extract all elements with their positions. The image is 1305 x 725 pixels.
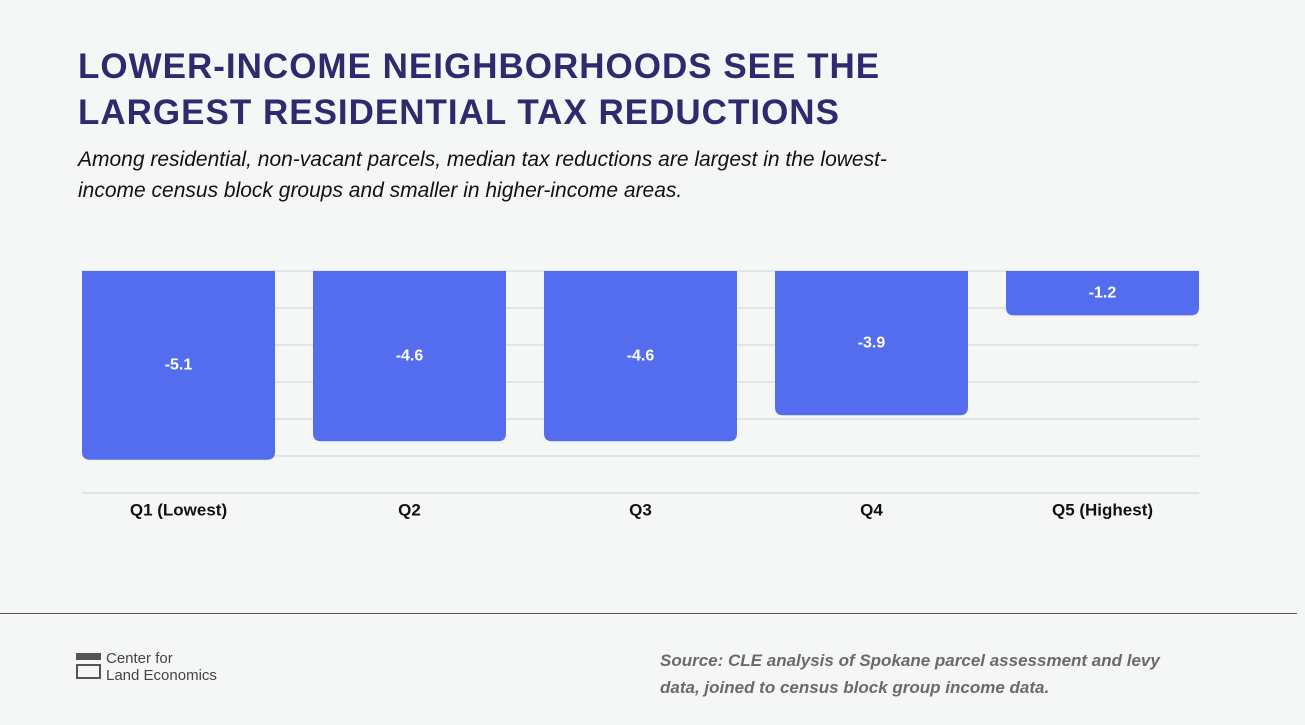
logo-line: Center for (106, 650, 173, 667)
source: Source: CLE analysis of Spokane parcel a… (660, 651, 1160, 697)
value-label: -1.2 (1089, 284, 1117, 301)
chart: Q1 (Lowest) -5.1 Q2 -4.6 Q3 -4.6 Q4 -3.9 Q5 (Hig… (82, 270, 1199, 519)
x-tick-label: Q3 (629, 500, 652, 519)
value-label: -4.6 (627, 347, 655, 364)
value-label: -4.6 (396, 347, 424, 364)
bar (775, 271, 968, 416)
bar (82, 271, 275, 460)
value-label: -5.1 (165, 357, 193, 374)
logo-text: Center for Land Economics (106, 650, 217, 684)
bar (313, 271, 506, 442)
logo-line: Land Economics (106, 667, 217, 684)
title: LOWER-INCOME NEIGHBORHOODS SEE THE LARGE… (78, 47, 881, 132)
x-tick-label: Q5 (Highest) (1052, 500, 1153, 519)
separator (0, 613, 1297, 614)
logo-icon (76, 653, 101, 679)
x-tick-label: Q4 (860, 500, 883, 519)
bar (1006, 271, 1199, 316)
bar (544, 271, 737, 442)
subtitle: Among residential, non-vacant parcels, m… (78, 148, 887, 202)
x-tick-label: Q1 (Lowest) (130, 500, 227, 519)
x-tick-label: Q2 (398, 500, 421, 519)
value-label: -3.9 (858, 334, 886, 351)
